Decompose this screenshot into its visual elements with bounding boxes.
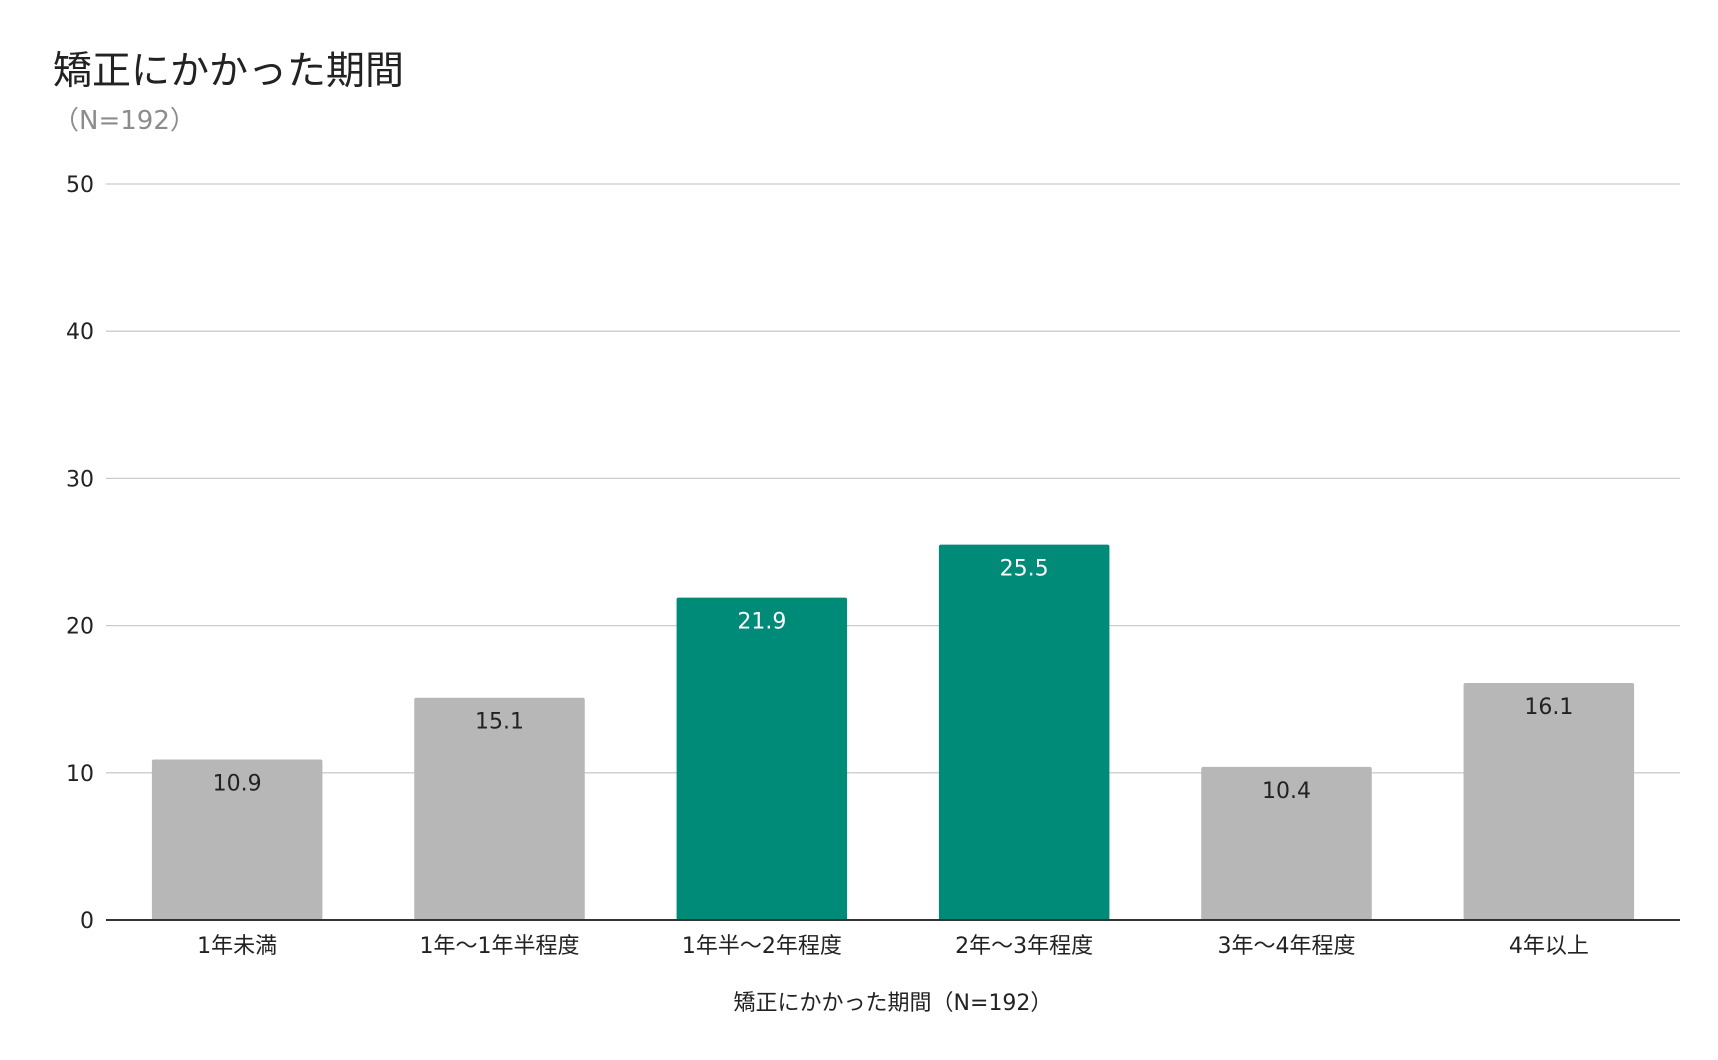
data-label: 10.9 bbox=[213, 772, 262, 797]
bar bbox=[676, 597, 848, 920]
bar bbox=[1463, 683, 1635, 920]
x-tick-label: 1年〜1年半程度 bbox=[420, 934, 580, 959]
x-tick-label: 2年〜3年程度 bbox=[955, 934, 1093, 959]
x-axis-label: 矯正にかかった期間（N=192） bbox=[734, 991, 1053, 1016]
data-label: 15.1 bbox=[475, 710, 524, 735]
x-axis-ticks: 1年未満 1年〜1年半程度 1年半〜2年程度 2年〜3年程度 3年〜4年程度 4年以上 bbox=[197, 934, 1589, 959]
y-tick-label: 50 bbox=[66, 173, 94, 198]
chart-subtitle: （N=192） bbox=[53, 106, 196, 136]
y-tick-label: 40 bbox=[66, 320, 94, 345]
y-tick-label: 10 bbox=[66, 762, 94, 787]
bar bbox=[151, 759, 323, 920]
x-tick-label: 1年未満 bbox=[197, 934, 277, 959]
data-label: 21.9 bbox=[737, 610, 786, 635]
data-label: 10.4 bbox=[1262, 779, 1311, 804]
y-tick-label: 0 bbox=[80, 909, 94, 934]
chart-title: 矯正にかかった期間 bbox=[53, 49, 404, 94]
gridlines bbox=[106, 183, 1680, 774]
x-tick-label: 3年〜4年程度 bbox=[1218, 934, 1356, 959]
bar bbox=[1201, 766, 1372, 920]
data-label: 16.1 bbox=[1524, 695, 1573, 720]
y-tick-label: 30 bbox=[66, 467, 94, 492]
bars bbox=[151, 544, 1635, 920]
data-label: 25.5 bbox=[1000, 557, 1049, 582]
y-tick-label: 20 bbox=[66, 615, 94, 640]
x-tick-label: 1年半〜2年程度 bbox=[682, 934, 842, 959]
bar bbox=[414, 697, 585, 920]
data-labels: 10.9 15.1 21.9 25.5 10.4 16.1 bbox=[213, 557, 1574, 804]
bar bbox=[938, 544, 1110, 920]
y-axis-ticks: 0 10 20 30 40 50 bbox=[66, 173, 94, 934]
x-tick-label: 4年以上 bbox=[1509, 934, 1589, 959]
